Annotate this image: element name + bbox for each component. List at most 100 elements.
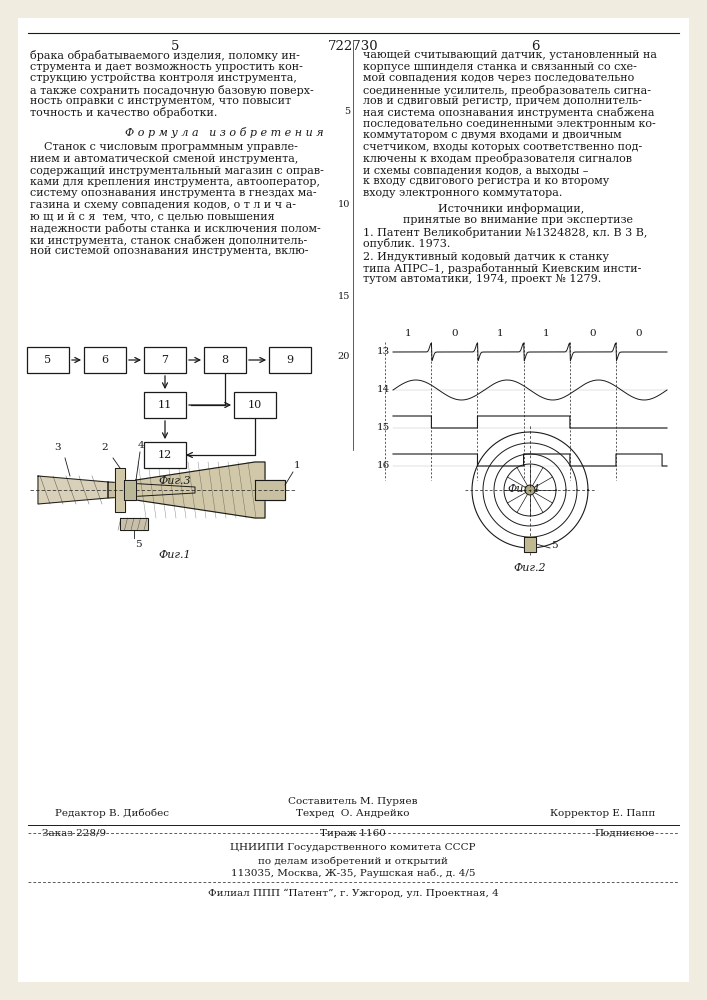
Text: и схемы совпадения кодов, а выходы –: и схемы совпадения кодов, а выходы –	[363, 165, 588, 175]
Polygon shape	[255, 480, 285, 500]
Text: 8: 8	[221, 355, 228, 365]
Bar	[234, 392, 276, 418]
Text: ной системой опознавания инструмента, вклю-: ной системой опознавания инструмента, вк…	[30, 246, 308, 256]
Bar	[269, 347, 311, 373]
Text: 7: 7	[161, 355, 168, 365]
Text: Корректор Е. Папп: Корректор Е. Папп	[550, 809, 655, 818]
Text: 5: 5	[344, 107, 350, 116]
Bar	[204, 347, 246, 373]
Text: Техред  О. Андрейко: Техред О. Андрейко	[296, 809, 410, 818]
Text: коммутатором с двумя входами и двоичным: коммутатором с двумя входами и двоичным	[363, 130, 621, 140]
Text: струкцию устройства контроля инструмента,: струкцию устройства контроля инструмента…	[30, 73, 297, 83]
Text: систему опознавания инструмента в гнездах ма-: систему опознавания инструмента в гнезда…	[30, 188, 317, 198]
Text: Редактор В. Дибобес: Редактор В. Дибобес	[55, 809, 169, 818]
Bar	[144, 442, 186, 468]
Text: точность и качество обработки.: точность и качество обработки.	[30, 107, 217, 118]
Text: 15: 15	[377, 424, 390, 432]
Text: 13: 13	[377, 348, 390, 357]
Bar	[144, 392, 186, 418]
Text: 12: 12	[158, 450, 172, 460]
Polygon shape	[524, 537, 536, 552]
Text: 3: 3	[54, 443, 62, 452]
Text: тутом автоматики, 1974, проект № 1279.: тутом автоматики, 1974, проект № 1279.	[363, 274, 601, 284]
Text: последовательно соединенными электронным ко-: последовательно соединенными электронным…	[363, 119, 656, 129]
Text: 2. Индуктивный кодовый датчик к станку: 2. Индуктивный кодовый датчик к станку	[363, 251, 609, 261]
Polygon shape	[120, 518, 148, 530]
Text: лов и сдвиговый регистр, причем дополнитель-: лов и сдвиговый регистр, причем дополнит…	[363, 96, 642, 106]
Text: 11: 11	[158, 400, 172, 410]
Bar	[84, 347, 126, 373]
Text: 16: 16	[377, 462, 390, 471]
Circle shape	[525, 485, 535, 495]
Text: 0: 0	[451, 329, 457, 338]
Text: 1: 1	[294, 461, 300, 470]
Text: Подписное: Подписное	[595, 829, 655, 838]
Text: 1: 1	[497, 329, 503, 338]
Text: газина и схему совпадения кодов, о т л и ч а-: газина и схему совпадения кодов, о т л и…	[30, 200, 296, 210]
Text: соединенные усилитель, преобразователь сигна-: соединенные усилитель, преобразователь с…	[363, 85, 651, 96]
Text: принятые во внимание при экспертизе: принятые во внимание при экспертизе	[403, 215, 633, 225]
Text: по делам изобретений и открытий: по делам изобретений и открытий	[258, 856, 448, 865]
Text: надежности работы станка и исключения полом-: надежности работы станка и исключения по…	[30, 223, 321, 234]
Text: типа АПРС–1, разработанный Киевским инсти-: типа АПРС–1, разработанный Киевским инст…	[363, 263, 641, 274]
Text: ки инструмента, станок снабжен дополнитель-: ки инструмента, станок снабжен дополните…	[30, 234, 308, 245]
Text: 5: 5	[171, 40, 179, 53]
Polygon shape	[108, 482, 195, 498]
Text: счетчиком, входы которых соответственно под-: счетчиком, входы которых соответственно …	[363, 142, 642, 152]
Text: опублик. 1973.: опублик. 1973.	[363, 238, 450, 249]
Text: Фиг.2: Фиг.2	[514, 563, 547, 573]
Text: Составитель М. Пуряев: Составитель М. Пуряев	[288, 797, 418, 806]
Polygon shape	[124, 480, 136, 500]
Text: Филиал ППП “Патент”, г. Ужгород, ул. Проектная, 4: Филиал ППП “Патент”, г. Ужгород, ул. Про…	[208, 889, 498, 898]
Text: ная система опознавания инструмента снабжена: ная система опознавания инструмента снаб…	[363, 107, 655, 118]
Text: 10: 10	[338, 200, 350, 209]
Polygon shape	[115, 468, 125, 512]
Text: 1. Патент Великобритании №1324828, кл. В 3 В,: 1. Патент Великобритании №1324828, кл. В…	[363, 227, 648, 237]
Text: 2: 2	[102, 443, 108, 452]
Text: Станок с числовым программным управле-: Станок с числовым программным управле-	[30, 142, 298, 152]
Text: 15: 15	[338, 292, 350, 301]
Text: корпусе шпинделя станка и связанный со схе-: корпусе шпинделя станка и связанный со с…	[363, 62, 637, 72]
Text: содержащий инструментальный магазин с оправ-: содержащий инструментальный магазин с оп…	[30, 165, 324, 176]
Polygon shape	[38, 476, 108, 504]
Text: Заказ 228/9: Заказ 228/9	[42, 829, 106, 838]
Text: ками для крепления инструмента, автооператор,: ками для крепления инструмента, автоопер…	[30, 177, 320, 187]
Text: чающей считывающий датчик, установленный на: чающей считывающий датчик, установленный…	[363, 50, 657, 60]
Text: а также сохранить посадочную базовую поверх-: а также сохранить посадочную базовую пов…	[30, 85, 314, 96]
Text: входу электронного коммутатора.: входу электронного коммутатора.	[363, 188, 562, 198]
Text: Фиг.3: Фиг.3	[158, 476, 192, 486]
Text: 20: 20	[338, 352, 350, 361]
Text: Ф о р м у л а   и з о б р е т е н и я: Ф о р м у л а и з о б р е т е н и я	[125, 127, 324, 138]
Text: 6: 6	[531, 40, 539, 53]
Text: нием и автоматической сменой инструмента,: нием и автоматической сменой инструмента…	[30, 154, 298, 164]
Text: к входу сдвигового регистра и ко второму: к входу сдвигового регистра и ко второму	[363, 176, 609, 186]
Text: 722730: 722730	[327, 40, 378, 53]
Text: 1: 1	[543, 329, 550, 338]
Text: 6: 6	[101, 355, 109, 365]
Text: ключены к входам преобразователя сигналов: ключены к входам преобразователя сигнало…	[363, 153, 632, 164]
Text: ю щ и й с я  тем, что, с целью повышения: ю щ и й с я тем, что, с целью повышения	[30, 212, 274, 222]
Text: Тираж 1160: Тираж 1160	[320, 829, 386, 838]
Text: 10: 10	[248, 400, 262, 410]
Text: 5: 5	[45, 355, 52, 365]
Text: 9: 9	[286, 355, 293, 365]
Text: 0: 0	[590, 329, 596, 338]
Text: ность оправки с инструментом, что повысит: ность оправки с инструментом, что повыси…	[30, 96, 291, 106]
Text: Фиг.4: Фиг.4	[507, 484, 540, 494]
Text: мой совпадения кодов через последовательно: мой совпадения кодов через последователь…	[363, 73, 634, 83]
Text: струмента и дает возможность упростить кон-: струмента и дает возможность упростить к…	[30, 62, 303, 72]
Text: 14: 14	[377, 385, 390, 394]
Bar	[144, 347, 186, 373]
Text: брака обрабатываемого изделия, поломку ин-: брака обрабатываемого изделия, поломку и…	[30, 50, 300, 61]
Text: 4: 4	[138, 441, 144, 450]
Text: ЦНИИПИ Государственного комитета СССР: ЦНИИПИ Государственного комитета СССР	[230, 843, 476, 852]
Text: Фиг.1: Фиг.1	[158, 550, 192, 560]
Bar	[27, 347, 69, 373]
Polygon shape	[136, 462, 265, 518]
Text: 0: 0	[636, 329, 642, 338]
Text: Источники информации,: Источники информации,	[438, 204, 584, 214]
Text: 5: 5	[551, 542, 558, 550]
Text: 1: 1	[405, 329, 411, 338]
Text: 113035, Москва, Ж-35, Раушская наб., д. 4/5: 113035, Москва, Ж-35, Раушская наб., д. …	[230, 869, 475, 879]
Text: 5: 5	[135, 540, 141, 549]
